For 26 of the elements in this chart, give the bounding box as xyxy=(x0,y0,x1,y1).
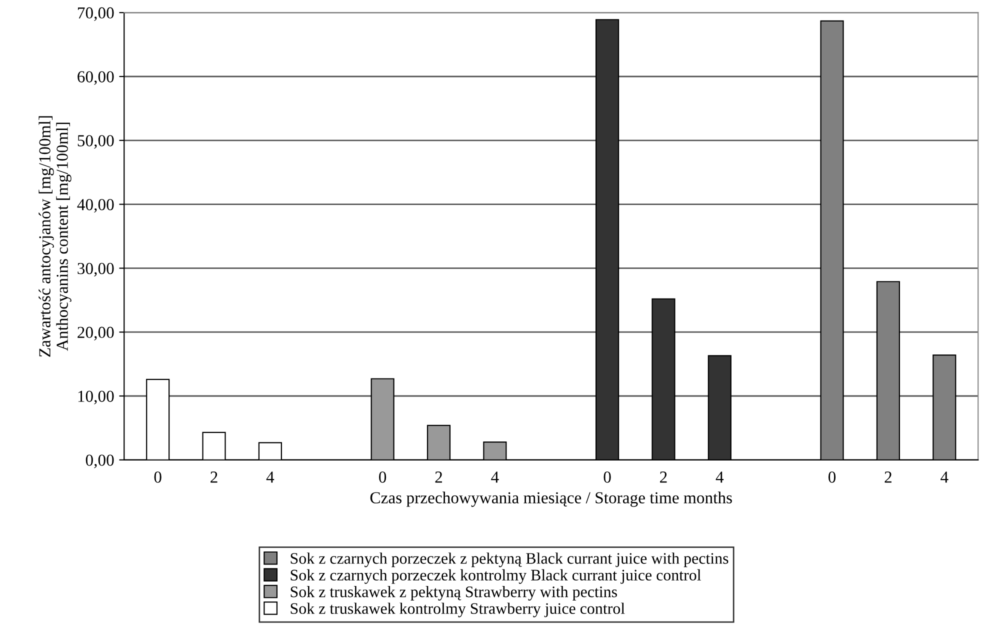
x-tick-label: 0 xyxy=(604,471,611,483)
x-tick-label: 2 xyxy=(210,472,218,483)
x-axis-title: Czas przechowywania miesiące / Storage time months xyxy=(370,492,732,507)
x-tick-label: 4 xyxy=(491,472,499,483)
y-tick-label: 30,00 xyxy=(78,262,114,277)
x-tick-label: 0 xyxy=(154,471,162,483)
x-tick-label: 4 xyxy=(940,472,948,483)
legend-label: Sok z czarnych porzeczek z pektyną Black currant juice with pectins xyxy=(290,552,728,568)
y-axis-title: Zawartość antocyjanów [mg/100ml] Anthocyanins content [mg/100ml] xyxy=(38,116,72,357)
y-tick-label: 60,00 xyxy=(78,71,114,85)
x-tick-label: 2 xyxy=(660,472,667,483)
legend-label: Sok z truskawek z pektyną Strawberry with pectins xyxy=(290,586,617,601)
legend-label: Sok z truskawek kontrolmy Strawberry juice control xyxy=(290,602,625,618)
y-tick-label: 50,00 xyxy=(78,135,114,149)
x-tick-label: 4 xyxy=(266,472,274,483)
y-tick-label: 70,00 xyxy=(78,7,114,21)
legend-label: Sok z czarnych porzeczek kontrolmy Black currant juice control xyxy=(290,569,701,584)
y-tick-label: 10,00 xyxy=(78,390,114,404)
y-tick-label: 0,00 xyxy=(86,454,114,468)
x-tick-label: 2 xyxy=(435,472,442,483)
x-tick-label: 0 xyxy=(379,471,386,483)
x-tick-label: 4 xyxy=(716,472,724,483)
x-tick-label: 2 xyxy=(884,472,892,483)
y-tick-label: 40,00 xyxy=(77,199,114,213)
y-tick-label: 20,00 xyxy=(78,326,114,340)
x-tick-label: 0 xyxy=(828,471,836,483)
